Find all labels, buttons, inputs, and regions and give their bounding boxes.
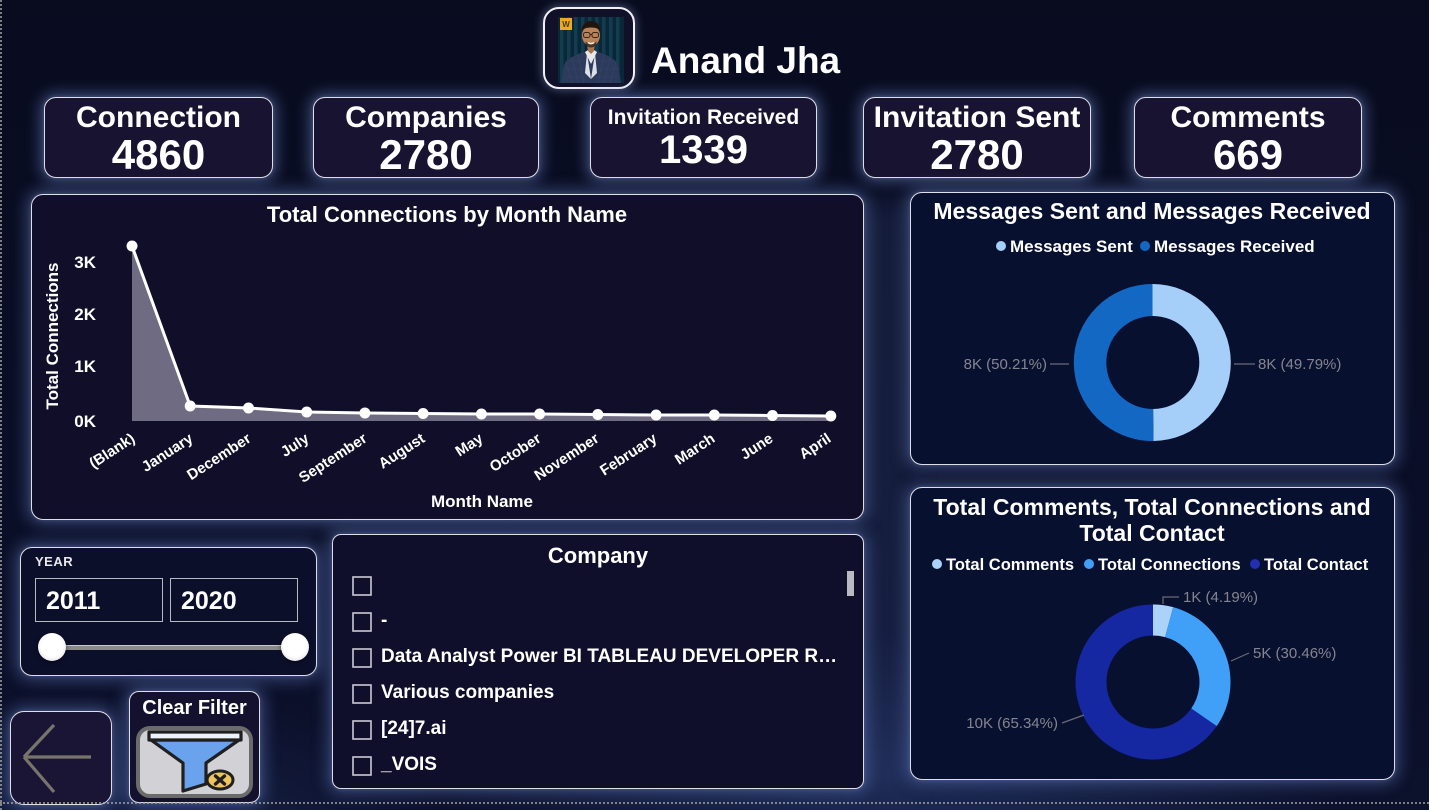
svg-text:March: March	[672, 430, 718, 468]
svg-text:Messages Received: Messages Received	[1154, 237, 1315, 256]
svg-text:May: May	[452, 430, 486, 461]
svg-text:November: November	[531, 430, 602, 484]
svg-text:April: April	[796, 430, 834, 463]
svg-text:February: February	[597, 430, 661, 480]
svg-text:3K: 3K	[74, 253, 96, 272]
svg-text:5K (30.46%): 5K (30.46%)	[1253, 645, 1336, 662]
svg-text:1K (4.19%): 1K (4.19%)	[1183, 589, 1258, 606]
svg-text:July: July	[278, 430, 313, 461]
svg-text:December: December	[184, 430, 254, 484]
svg-text:Messages Sent: Messages Sent	[1010, 237, 1133, 256]
svg-text:_VOIS: _VOIS	[380, 754, 437, 775]
svg-text:Total Contact: Total Contact	[1264, 556, 1369, 574]
svg-text:Various companies: Various companies	[381, 682, 554, 703]
svg-text:(Blank): (Blank)	[86, 430, 138, 472]
svg-text:8K (49.79%): 8K (49.79%)	[1258, 356, 1341, 373]
svg-text:2K: 2K	[74, 305, 96, 324]
svg-text:Total Comments: Total Comments	[946, 556, 1074, 574]
svg-text:Month Name: Month Name	[431, 492, 533, 511]
svg-text:[24]7.ai: [24]7.ai	[381, 718, 446, 739]
svg-text:Total Contact: Total Contact	[1079, 520, 1225, 546]
svg-text:8K (50.21%): 8K (50.21%)	[964, 356, 1047, 373]
svg-text:10K (65.34%): 10K (65.34%)	[966, 715, 1058, 732]
svg-text:Total Connections by Month Nam: Total Connections by Month Name	[267, 202, 627, 227]
svg-text:Total Connections: Total Connections	[1098, 556, 1241, 574]
svg-text:0K: 0K	[74, 412, 96, 431]
svg-text:August: August	[376, 430, 429, 472]
svg-text:Data Analyst Power BI TABLEAU: Data Analyst Power BI TABLEAU DEVELOPER …	[381, 646, 837, 667]
svg-text:-: -	[381, 610, 387, 631]
svg-text:Messages Sent and Messages Rec: Messages Sent and Messages Received	[933, 198, 1370, 224]
svg-text:Total Connections: Total Connections	[43, 262, 62, 409]
svg-text:W: W	[562, 20, 570, 29]
svg-text:June: June	[738, 430, 777, 463]
svg-text:1K: 1K	[74, 357, 96, 376]
svg-text:Total Comments, Total Connecti: Total Comments, Total Connections and	[933, 494, 1370, 520]
